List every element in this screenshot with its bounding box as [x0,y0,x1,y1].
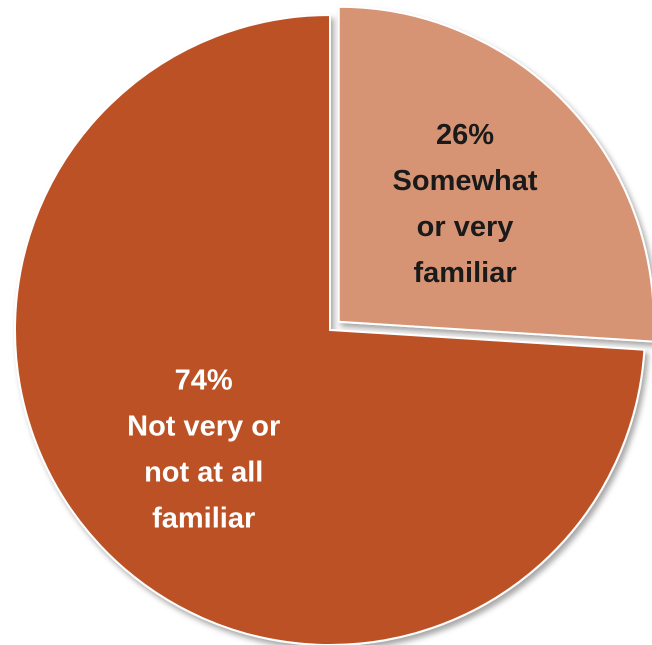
pie-labels: 26% Somewhat or very familiar 74% Not very or… [127,119,538,534]
slice-category-label-line: or very [417,211,514,243]
pie-slice-label-1: 74% Not very or not at all familiar [127,365,280,535]
slice-percent-label: 74% [175,365,233,397]
slice-category-label-line: not at all [144,457,263,489]
pie-slices [14,5,652,645]
slice-category-label-line: familiar [152,503,255,535]
pie-slice-1 [14,13,646,645]
slice-category-label-line: familiar [413,257,516,289]
pie-slice-0 [337,5,652,343]
pie-slice-label-0: 26% Somewhat or very familiar [393,119,538,289]
slice-percent-label: 26% [436,119,494,151]
slice-category-label-line: Not very or [127,411,280,443]
slice-category-label-line: Somewhat [393,165,538,197]
